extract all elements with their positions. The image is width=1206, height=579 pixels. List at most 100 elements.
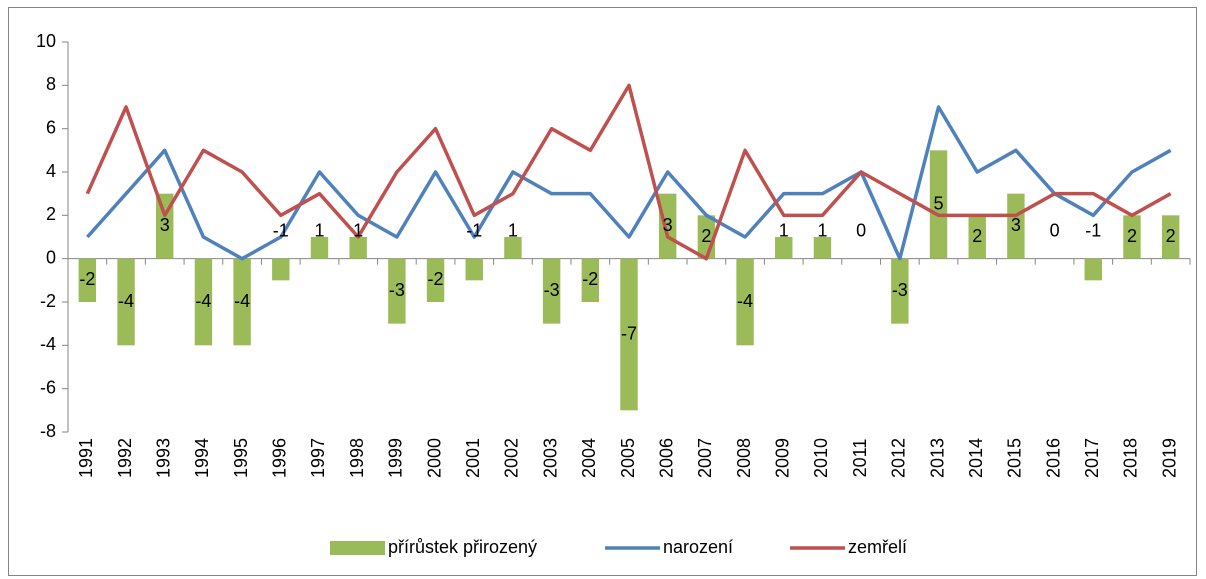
x-tick-label: 1991 (76, 438, 96, 478)
data-label: -1 (273, 220, 289, 240)
line (85, 83, 1172, 261)
x-tick-label: 2007 (695, 438, 715, 478)
x-tick-label: 2016 (1043, 438, 1063, 478)
x-tick-label: 1997 (308, 438, 328, 478)
x-tick-label: 2001 (463, 438, 483, 478)
data-label: 5 (934, 193, 944, 213)
bar (194, 258, 213, 346)
data-label: -2 (79, 269, 95, 289)
data-label: 0 (1050, 220, 1060, 240)
x-tick-label: 2010 (811, 438, 831, 478)
bar (78, 258, 97, 302)
x-tick-label: 2019 (1159, 438, 1179, 478)
x-tick-label: 1995 (231, 438, 251, 478)
x-tick-label: 2003 (540, 438, 560, 478)
bar (1007, 193, 1025, 259)
data-label: -4 (118, 291, 134, 311)
data-label: 3 (1011, 215, 1021, 235)
bar (504, 237, 522, 259)
data-label: 1 (817, 220, 827, 240)
bar (465, 258, 483, 281)
bar (968, 215, 986, 259)
bar (388, 258, 406, 324)
data-label: 2 (1127, 226, 1137, 246)
x-tick-label: 2008 (734, 438, 754, 478)
x-tick-label: 2014 (966, 438, 986, 478)
bar (233, 258, 251, 346)
y-tick-label: 0 (46, 247, 56, 267)
y-tick-label: 6 (46, 117, 56, 137)
x-tick-label: 2006 (656, 438, 676, 478)
legend-label: zemřelí (848, 537, 907, 557)
x-tick-label: 2002 (502, 438, 522, 478)
y-tick-label: -2 (40, 291, 56, 311)
x-tick-label: 2013 (927, 438, 947, 478)
data-label: -1 (466, 220, 482, 240)
data-label: 1 (353, 220, 363, 240)
x-tick-label: 2012 (889, 438, 909, 478)
bar (349, 237, 367, 259)
legend-label: přírůstek přirozený (388, 537, 537, 557)
x-tick-label: 1993 (153, 438, 173, 478)
x-tick-label: 2015 (1005, 438, 1025, 478)
data-label: 3 (160, 215, 170, 235)
bar (775, 237, 793, 259)
data-label: -4 (234, 291, 250, 311)
chart-border (8, 7, 1197, 576)
x-tick-label: 1999 (386, 438, 406, 478)
y-tick-label: 10 (36, 31, 56, 51)
x-tick-label: 2018 (1121, 438, 1141, 478)
data-label: -4 (195, 291, 211, 311)
bar (426, 258, 445, 302)
bar (891, 258, 909, 324)
x-tick-label: 2004 (579, 438, 599, 478)
data-label: 0 (856, 220, 866, 240)
y-tick-label: 2 (46, 204, 56, 224)
bar (1123, 215, 1141, 259)
data-label: -4 (737, 291, 753, 311)
y-tick-label: -4 (40, 334, 56, 354)
data-label: -1 (1085, 220, 1101, 240)
bar (1084, 258, 1102, 281)
data-label: 1 (508, 220, 518, 240)
data-label: 1 (779, 220, 789, 240)
data-label: 2 (701, 226, 711, 246)
bar (1161, 215, 1180, 259)
x-tick-label: 2011 (850, 439, 870, 478)
data-label: 3 (663, 215, 673, 235)
data-label: -7 (621, 323, 637, 343)
x-tick-label: 1992 (115, 438, 135, 478)
bar (542, 258, 561, 324)
bar (813, 237, 832, 259)
legend-swatch (330, 541, 385, 555)
data-label: -2 (582, 269, 598, 289)
legend-label: narození (663, 537, 733, 557)
y-tick-label: 4 (46, 161, 56, 181)
data-label: -3 (544, 280, 560, 300)
y-tick-label: -6 (40, 377, 56, 397)
bar (736, 258, 754, 346)
y-tick-label: 8 (46, 74, 56, 94)
data-label: -2 (428, 269, 444, 289)
y-tick-label: -8 (40, 421, 56, 441)
line (86, 105, 1172, 261)
x-tick-label: 1994 (192, 438, 212, 478)
data-label: -3 (892, 280, 908, 300)
data-label: 1 (314, 220, 324, 240)
data-label: 2 (972, 226, 982, 246)
x-tick-label: 1998 (347, 438, 367, 478)
data-label: 2 (1166, 226, 1176, 246)
x-tick-label: 2009 (773, 438, 793, 478)
bar (310, 237, 329, 259)
bar (117, 258, 135, 346)
bar (658, 193, 677, 259)
x-tick-label: 2017 (1082, 438, 1102, 478)
x-tick-label: 2000 (424, 438, 444, 478)
bar (581, 258, 600, 302)
bar (272, 258, 290, 281)
x-tick-label: 2005 (618, 438, 638, 478)
x-tick-label: 1996 (270, 438, 290, 478)
bar (929, 150, 948, 259)
data-label: -3 (389, 280, 405, 300)
